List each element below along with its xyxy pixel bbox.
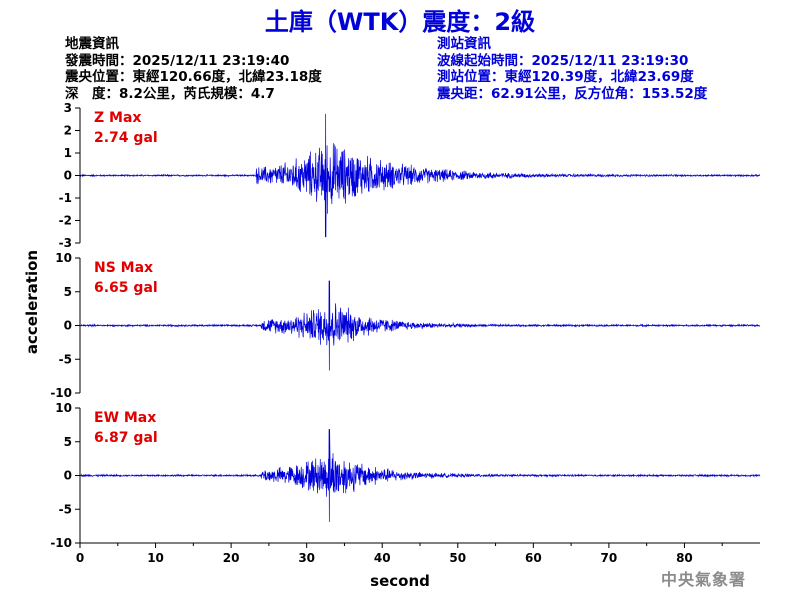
y-tick-label-ew: 5 (64, 435, 72, 449)
y-tick-label-ew: 10 (55, 401, 72, 415)
quake-epicenter: 震央位置：東經120.66度，北緯23.18度 (65, 69, 322, 85)
y-tick-label-ew: -5 (59, 502, 72, 516)
station-info-block: 測站資訊 波線起始時間：2025/12/11 23:19:30 測站位置：東經1… (437, 36, 707, 102)
y-tick-label-z: 3 (64, 101, 72, 115)
trace-ns (79, 280, 761, 371)
page-title: 土庫（WTK）震度：2級 (264, 8, 536, 36)
x-tick-label: 10 (147, 551, 164, 565)
x-tick-label: 30 (298, 551, 315, 565)
quake-info-heading: 地震資訊 (65, 36, 119, 52)
x-tick-label: 20 (223, 551, 240, 565)
station-distance-azimuth: 震央距：62.91公里，反方位角：153.52度 (437, 85, 708, 102)
quake-info-block: 地震資訊 發震時間：2025/12/11 23:19:40 震央位置：東經120… (65, 36, 322, 102)
y-tick-label-ew: -10 (50, 536, 72, 550)
max-label-ns: NS Max (94, 260, 153, 276)
y-tick-label-ew: 0 (64, 469, 72, 483)
x-axis-label: second (370, 572, 430, 590)
x-tick-label: 80 (676, 551, 693, 565)
x-tick-label: 40 (374, 551, 391, 565)
y-axis-label: acceleration (23, 250, 41, 354)
trace-z (79, 113, 761, 238)
x-tick-label: 60 (525, 551, 542, 565)
agency-watermark: 中央氣象署 (660, 570, 746, 589)
x-tick-label: 70 (601, 551, 618, 565)
station-location: 測站位置：東經120.39度，北緯23.69度 (437, 69, 694, 85)
y-tick-label-ns: 0 (64, 319, 72, 333)
station-wave-start: 波線起始時間：2025/12/11 23:19:30 (437, 52, 689, 69)
y-tick-label-z: -1 (59, 191, 72, 205)
max-value-z: 2.74 gal (94, 130, 158, 146)
quake-depth-magnitude: 深 度：8.2公里，芮氏規模：4.7 (65, 85, 275, 102)
max-label-ew: EW Max (94, 410, 156, 426)
y-tick-label-z: -2 (59, 214, 72, 228)
trace-ew (79, 429, 761, 522)
x-tick-label: 0 (76, 551, 84, 565)
y-tick-label-z: -3 (59, 236, 72, 250)
max-label-z: Z Max (94, 110, 141, 126)
y-tick-label-z: 1 (64, 146, 72, 160)
quake-origin-time: 發震時間：2025/12/11 23:19:40 (65, 52, 290, 69)
max-value-ew: 6.87 gal (94, 430, 158, 446)
station-info-heading: 測站資訊 (437, 36, 491, 52)
max-value-ns: 6.65 gal (94, 280, 158, 296)
y-tick-label-ns: -10 (50, 386, 72, 400)
y-tick-label-ns: 5 (64, 285, 72, 299)
y-tick-label-ns: -5 (59, 352, 72, 366)
y-tick-label-ns: 10 (55, 251, 72, 265)
y-tick-label-z: 2 (64, 124, 72, 138)
x-tick-label: 50 (449, 551, 466, 565)
y-tick-label-z: 0 (64, 169, 72, 183)
